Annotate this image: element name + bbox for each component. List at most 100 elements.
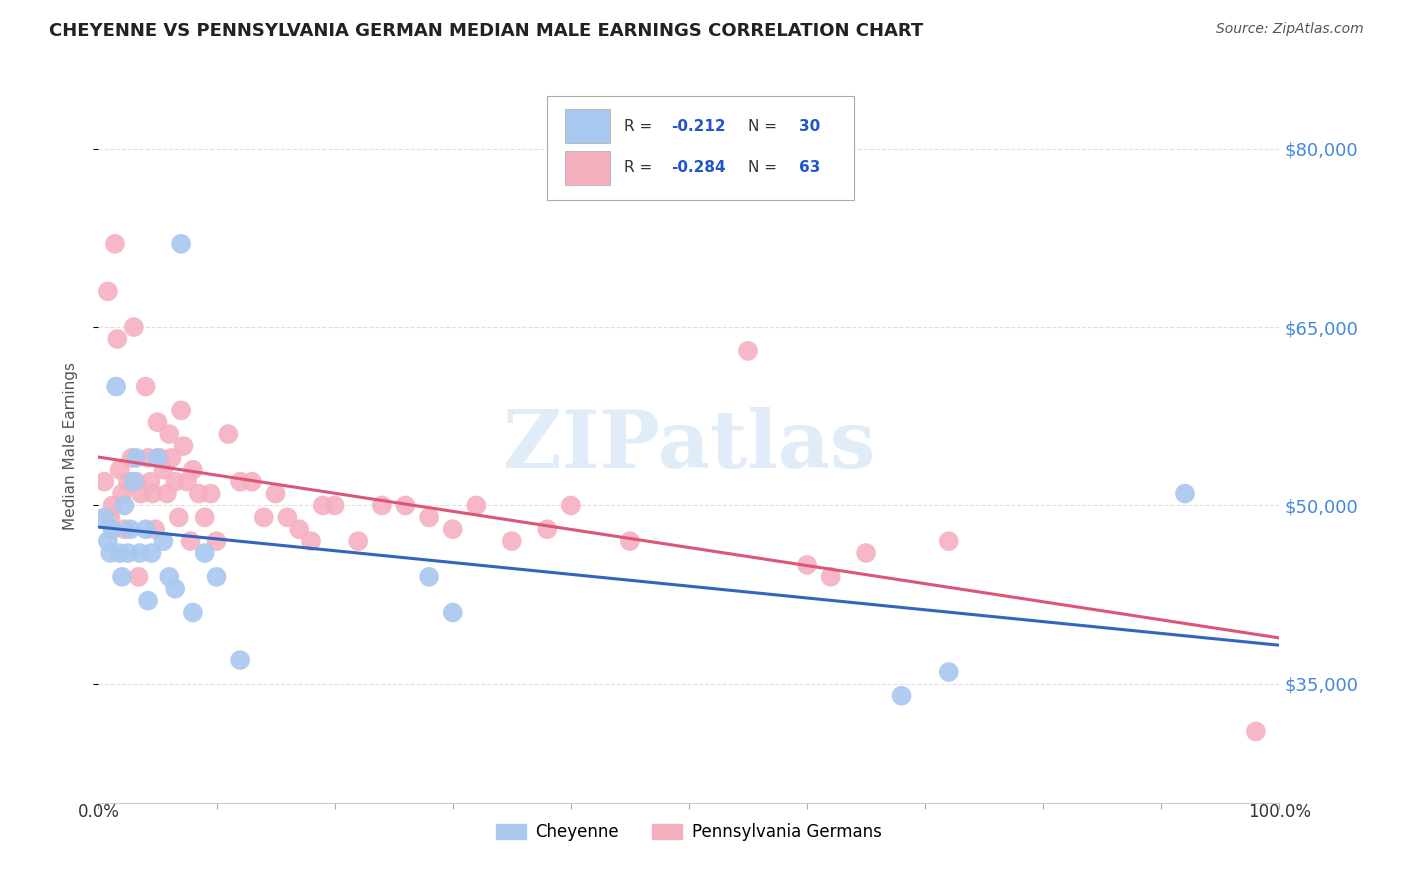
Point bbox=[288, 522, 311, 536]
Text: -0.212: -0.212 bbox=[671, 119, 725, 134]
Point bbox=[938, 665, 960, 679]
Point bbox=[108, 546, 131, 560]
Text: N =: N = bbox=[748, 161, 782, 175]
Point bbox=[156, 486, 179, 500]
Point bbox=[418, 510, 440, 524]
Point bbox=[165, 475, 187, 489]
Point bbox=[205, 534, 228, 549]
Point bbox=[890, 689, 912, 703]
Point bbox=[112, 499, 135, 513]
Text: -0.284: -0.284 bbox=[671, 161, 725, 175]
Point bbox=[104, 236, 127, 251]
Point bbox=[97, 534, 120, 549]
Point bbox=[98, 546, 121, 560]
Point bbox=[465, 499, 488, 513]
Point bbox=[820, 570, 842, 584]
Point bbox=[165, 582, 187, 596]
Point bbox=[176, 475, 198, 489]
Point bbox=[441, 606, 464, 620]
Point bbox=[122, 475, 145, 489]
Point bbox=[938, 534, 960, 549]
Point bbox=[128, 570, 150, 584]
Point bbox=[501, 534, 523, 549]
Point bbox=[143, 522, 166, 536]
Point bbox=[796, 558, 818, 572]
Point bbox=[180, 534, 202, 549]
Point bbox=[394, 499, 416, 513]
Point bbox=[253, 510, 276, 524]
Text: 30: 30 bbox=[799, 119, 820, 134]
Point bbox=[264, 486, 287, 500]
Point bbox=[240, 475, 263, 489]
FancyBboxPatch shape bbox=[565, 151, 610, 185]
Point bbox=[129, 486, 152, 500]
Point bbox=[108, 463, 131, 477]
FancyBboxPatch shape bbox=[565, 109, 610, 144]
Point bbox=[142, 486, 165, 500]
Point bbox=[172, 439, 194, 453]
Legend: Cheyenne, Pennsylvania Germans: Cheyenne, Pennsylvania Germans bbox=[489, 817, 889, 848]
Point bbox=[229, 653, 252, 667]
Point bbox=[157, 570, 180, 584]
Text: 63: 63 bbox=[799, 161, 820, 175]
Point bbox=[194, 510, 217, 524]
Point bbox=[146, 415, 169, 429]
Point bbox=[737, 343, 759, 358]
Point bbox=[1174, 486, 1197, 500]
Point bbox=[323, 499, 346, 513]
Point bbox=[111, 486, 134, 500]
Text: 100.0%: 100.0% bbox=[1249, 803, 1310, 821]
Point bbox=[117, 475, 139, 489]
Point bbox=[194, 546, 217, 560]
Text: R =: R = bbox=[624, 119, 657, 134]
Point bbox=[276, 510, 298, 524]
Point bbox=[97, 285, 120, 299]
Point bbox=[149, 450, 172, 465]
Point bbox=[170, 236, 193, 251]
Point bbox=[98, 510, 121, 524]
Point bbox=[181, 606, 204, 620]
Point bbox=[152, 463, 174, 477]
Text: R =: R = bbox=[624, 161, 657, 175]
FancyBboxPatch shape bbox=[547, 96, 855, 200]
Point bbox=[152, 534, 174, 549]
Point bbox=[135, 379, 157, 393]
Point bbox=[181, 463, 204, 477]
Point bbox=[205, 570, 228, 584]
Point bbox=[135, 522, 157, 536]
Text: ZIPatlas: ZIPatlas bbox=[503, 407, 875, 485]
Point bbox=[347, 534, 370, 549]
Y-axis label: Median Male Earnings: Median Male Earnings bbox=[63, 362, 77, 530]
Text: CHEYENNE VS PENNSYLVANIA GERMAN MEDIAN MALE EARNINGS CORRELATION CHART: CHEYENNE VS PENNSYLVANIA GERMAN MEDIAN M… bbox=[49, 22, 924, 40]
Point bbox=[312, 499, 335, 513]
Point bbox=[160, 450, 183, 465]
Point bbox=[101, 499, 124, 513]
Point bbox=[128, 546, 150, 560]
Point bbox=[136, 593, 159, 607]
Point bbox=[120, 522, 142, 536]
Point bbox=[229, 475, 252, 489]
Point bbox=[146, 450, 169, 465]
Point bbox=[136, 450, 159, 465]
Text: 0.0%: 0.0% bbox=[77, 803, 120, 821]
Point bbox=[187, 486, 209, 500]
Point bbox=[170, 403, 193, 417]
Point bbox=[441, 522, 464, 536]
Point bbox=[371, 499, 394, 513]
Point bbox=[117, 546, 139, 560]
Point bbox=[105, 332, 128, 346]
Point bbox=[167, 510, 190, 524]
Point bbox=[217, 427, 239, 442]
Point bbox=[141, 546, 163, 560]
Point bbox=[122, 320, 145, 334]
Point bbox=[200, 486, 222, 500]
Point bbox=[93, 475, 115, 489]
Point bbox=[105, 379, 128, 393]
Point bbox=[619, 534, 641, 549]
Text: N =: N = bbox=[748, 119, 782, 134]
Text: Source: ZipAtlas.com: Source: ZipAtlas.com bbox=[1216, 22, 1364, 37]
Point bbox=[418, 570, 440, 584]
Point bbox=[139, 475, 162, 489]
Point bbox=[125, 450, 148, 465]
Point bbox=[121, 450, 143, 465]
